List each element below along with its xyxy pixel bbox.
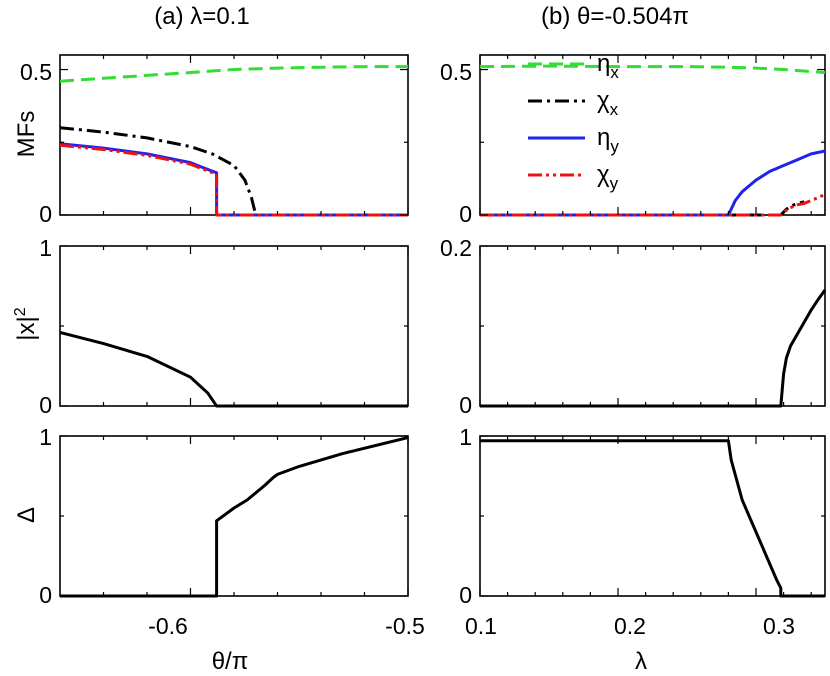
ylabel-delta: Δ (13, 507, 40, 523)
ytick-mf-right-0: 0 (459, 201, 472, 227)
ylabel-mfs: MFs (13, 111, 40, 158)
legend-eta-x-sub: x (610, 63, 619, 82)
ytick-x2-left-0: 0 (39, 392, 52, 418)
legend-eta-y-sub: y (610, 137, 619, 156)
ticks-layer (60, 55, 825, 597)
series-line-0-x (59, 65, 408, 83)
ytick-delta-right-0: 0 (459, 582, 472, 608)
series-line-0-y (59, 142, 408, 217)
series-line-3-y (480, 193, 826, 217)
legend-chi-y-base: χ (597, 161, 610, 188)
xtick-theta-m0.5: -0.5 (385, 613, 425, 639)
legend-label-eta-x: ηx (597, 50, 619, 82)
xlabel-theta: θ/π (212, 648, 249, 675)
ytick-delta-right-1: 1 (459, 424, 472, 450)
ylabel-x2: |x|2 (12, 307, 40, 340)
ytick-delta-left-1: 1 (39, 424, 52, 450)
ytick-x2-left-1: 1 (39, 235, 52, 261)
ytick-delta-left-0: 0 (39, 582, 52, 608)
legend-eta-x-base: η (597, 50, 610, 77)
ytick-mf-left-0: 0 (39, 201, 52, 227)
series-line-0-x (59, 126, 408, 217)
panel-frame-a-x2 (59, 245, 409, 407)
series-line-1-x2 (59, 330, 408, 408)
panel-frame-a-delta (59, 435, 409, 597)
panel-frame-b-x2 (479, 245, 826, 407)
legend-eta-y-base: η (597, 124, 610, 151)
ylabel-x2-sup: 2 (12, 307, 29, 316)
series-line-4-x2 (480, 289, 827, 408)
xtick-lambda-0.1: 0.1 (465, 613, 497, 639)
ytick-x2-right-0.2: 0.2 (440, 235, 472, 261)
legend-chi-x-sub: x (610, 100, 619, 119)
ylabel-x2-base: |x| (13, 316, 40, 340)
curves-layer (59, 64, 827, 598)
legend: ηx χx ηy χy (528, 50, 619, 193)
ytick-mf-left-0.5: 0.5 (20, 59, 52, 85)
xtick-theta-m0.6: -0.6 (148, 613, 188, 639)
legend-chi-x-base: χ (597, 87, 610, 114)
series-line-3-y (480, 149, 826, 217)
series-line-2- (60, 436, 409, 598)
legend-chi-y-sub: y (610, 174, 619, 193)
series-line-0-y (59, 143, 408, 217)
title-right: (b) θ=-0.504π (541, 3, 689, 30)
series-line-5- (480, 439, 825, 598)
legend-label-chi-y: χy (597, 161, 619, 193)
ytick-x2-right-0: 0 (459, 392, 472, 418)
series-line-3-x (479, 64, 826, 74)
panel-frame-b-mfs (479, 54, 826, 216)
xtick-lambda-0.3: 0.3 (763, 613, 795, 639)
xlabel-lambda: λ (635, 648, 647, 675)
legend-label-eta-y: ηy (597, 124, 619, 156)
legend-label-chi-x: χx (597, 87, 619, 119)
ytick-mf-right-0.5: 0.5 (440, 59, 472, 85)
title-left: (a) λ=0.1 (154, 3, 249, 30)
xtick-lambda-0.2: 0.2 (614, 613, 646, 639)
